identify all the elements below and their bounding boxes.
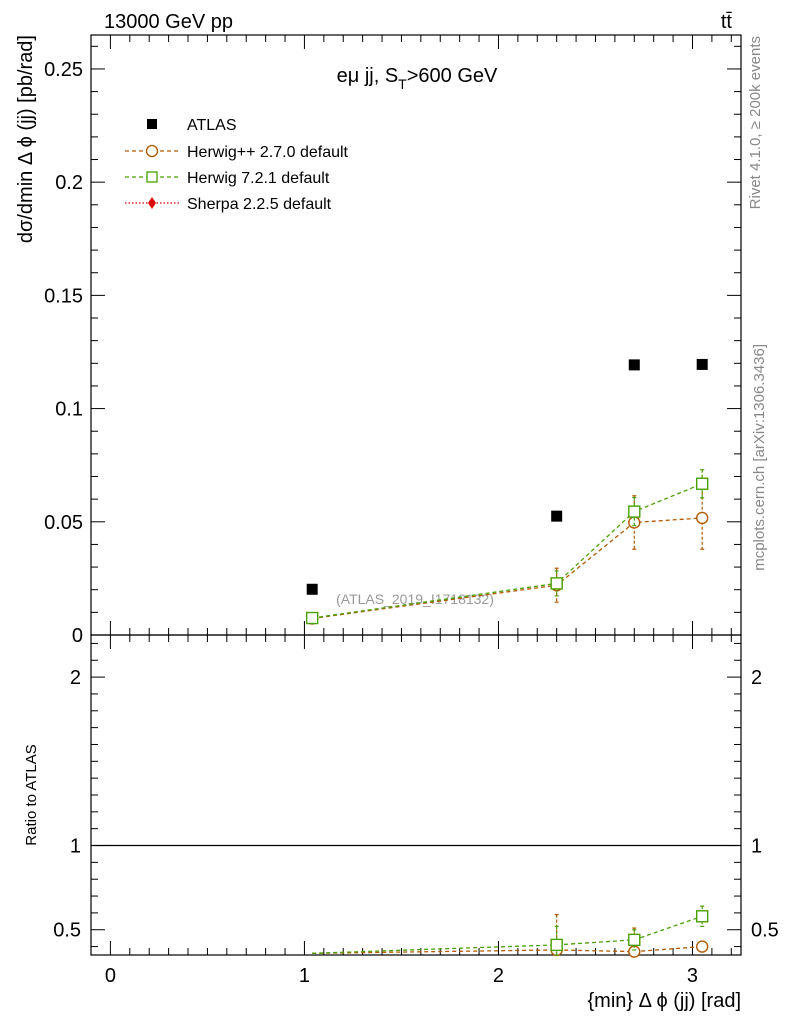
main-herwig-7-2-1-default-point bbox=[695, 477, 709, 490]
legend-entry-herwig7: Herwig 7.2.1 default bbox=[125, 170, 330, 187]
main-herwig-7-2-1-default-point bbox=[305, 611, 319, 625]
plot-title-subscript: T bbox=[398, 76, 407, 92]
ratio-herwig-2-7-0-default-line bbox=[312, 945, 703, 954]
y-tick-label: 0.1 bbox=[55, 399, 83, 421]
legend-marker-herwig7 bbox=[146, 171, 158, 183]
legend-marker-herwigpp bbox=[145, 144, 159, 158]
main-atlas-point bbox=[628, 359, 640, 371]
ratio-herwig-2-7-0-default-point bbox=[695, 940, 709, 953]
x-axis-label: {min} Δ ϕ (jj) [rad] bbox=[588, 990, 742, 1012]
process-label: tt̄ bbox=[721, 11, 733, 33]
ratio-herwig-7-2-1-default-point bbox=[628, 933, 641, 947]
x-tick-label: 3 bbox=[687, 965, 698, 987]
legend-marker-atlas bbox=[147, 119, 157, 129]
legend-entry-sherpa: Sherpa 2.2.5 default bbox=[125, 196, 332, 213]
main-x-ticks bbox=[109, 35, 732, 635]
ratio-plot-frame bbox=[90, 634, 742, 956]
ratio-y-tick-label-right: 0.5 bbox=[751, 920, 779, 942]
ratio-y-ticks: 0.5 0.5 1 1 2 2 bbox=[53, 642, 779, 948]
y-tick-label: 0.05 bbox=[44, 512, 83, 534]
legend-entry-atlas: ATLAS bbox=[147, 117, 237, 134]
x-tick-label: 1 bbox=[299, 965, 310, 987]
energy-label: 13000 GeV pp bbox=[104, 11, 233, 33]
ratio-y-tick-label: 0.5 bbox=[53, 920, 81, 942]
legend: ATLAS Herwig++ 2.7.0 default Herwig 7.2.… bbox=[125, 117, 349, 213]
legend-label-sherpa: Sherpa 2.2.5 default bbox=[187, 196, 332, 213]
ratio-herwig-7-2-1-default-point bbox=[695, 910, 709, 923]
main-panel: 0 0.05 0.1 0.15 0.2 0.25 dσ/dmin Δ ϕ (jj) [pb… bbox=[15, 34, 742, 647]
y-tick-label: 0.2 bbox=[55, 172, 83, 194]
x-tick-label: 0 bbox=[105, 965, 116, 987]
ratio-panel: 0.5 0.5 1 1 2 2 0 1 2 3 Ratio to ATLAS {min} Δ ϕ… bbox=[23, 634, 779, 1012]
legend-label-herwig7: Herwig 7.2.1 default bbox=[187, 170, 330, 187]
legend-label-herwigpp: Herwig++ 2.7.0 default bbox=[187, 144, 349, 161]
ratio-y-tick-label: 2 bbox=[70, 667, 81, 689]
main-atlas-point bbox=[551, 510, 563, 522]
y-tick-label: 0.15 bbox=[44, 285, 83, 307]
main-herwig-2-7-0-default-point bbox=[695, 511, 709, 525]
legend-marker-sherpa bbox=[148, 197, 156, 209]
main-y-ticks: 0 0.05 0.1 0.15 0.2 0.25 bbox=[44, 45, 741, 647]
main-atlas-point bbox=[306, 583, 318, 595]
ratio-y-axis-label: Ratio to ATLAS bbox=[23, 744, 40, 845]
plot-title: eμ jj, ST>600 GeV bbox=[337, 65, 498, 92]
mcplots-label: mcplots.cern.ch [arXiv:1306.3436] bbox=[751, 344, 768, 571]
plot-title-main: eμ jj, S bbox=[337, 65, 399, 87]
ratio-y-tick-label-right: 2 bbox=[751, 667, 762, 689]
main-herwig-7-2-1-default-point bbox=[628, 505, 641, 518]
rivet-version-label: Rivet 4.1.0, ≥ 200k events bbox=[747, 36, 764, 209]
x-tick-label: 2 bbox=[493, 965, 504, 987]
main-herwig-7-2-1-default-point bbox=[550, 577, 563, 590]
ratio-y-tick-label-right: 1 bbox=[751, 836, 762, 858]
main-herwig-2-7-0-default-line bbox=[312, 517, 703, 620]
legend-label-atlas: ATLAS bbox=[187, 117, 237, 134]
ratio-herwig-2-7-0-default-point bbox=[628, 945, 641, 958]
ratio-herwig-7-2-1-default-line bbox=[312, 915, 703, 954]
plot-title-tail: >600 GeV bbox=[407, 65, 498, 87]
legend-entry-herwigpp: Herwig++ 2.7.0 default bbox=[125, 144, 349, 161]
ratio-series-layer bbox=[312, 905, 709, 958]
ratio-y-tick-label: 1 bbox=[70, 836, 81, 858]
analysis-watermark: (ATLAS_2019_I1718132) bbox=[336, 591, 494, 607]
main-series-layer bbox=[305, 358, 709, 625]
y-tick-label: 0 bbox=[72, 625, 83, 647]
main-y-axis-label: dσ/dmin Δ ϕ (jj) [pb/rad] bbox=[15, 35, 37, 243]
main-atlas-point bbox=[696, 358, 708, 370]
y-tick-label: 0.25 bbox=[44, 59, 83, 81]
ratio-herwig-7-2-1-default-point bbox=[550, 938, 563, 952]
